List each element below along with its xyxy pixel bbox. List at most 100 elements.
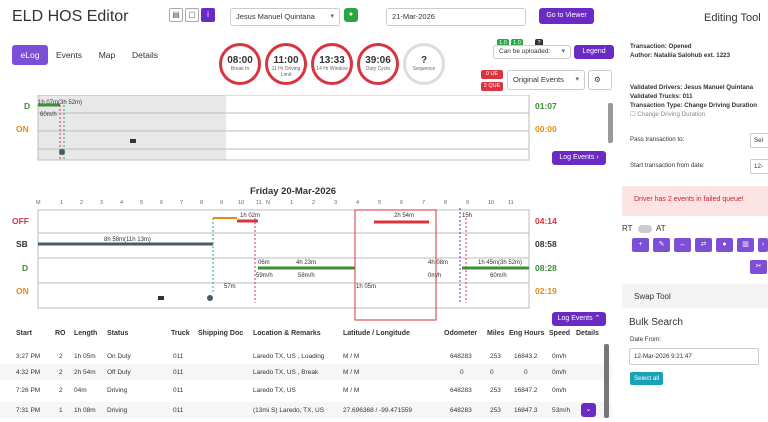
alert-box: Driver has 2 events in failed queue! (622, 186, 768, 216)
select-all-button[interactable]: Select all (630, 372, 664, 385)
seg-13: 0m/h (428, 273, 442, 279)
app-title: ELD HOS Editor (12, 8, 129, 25)
legend-button[interactable]: Legend (574, 45, 614, 59)
tick-5: 5 (140, 200, 144, 206)
validated-trucks: Validated Trucks: 011 (630, 93, 693, 100)
seg-12: 58m/h (298, 273, 315, 279)
resize-icon[interactable]: ↔ (674, 238, 691, 252)
main-scrollbar[interactable] (608, 103, 613, 143)
page-icon[interactable]: ▢ (185, 8, 199, 22)
gauge-window: 13:33 14 Hr Window (311, 43, 353, 85)
que-badge: 2 QUE (481, 82, 503, 91)
swap-icon[interactable]: ⇄ (695, 238, 712, 252)
rt-label: RT (622, 224, 633, 233)
day-log-chart (37, 208, 530, 321)
sb-total: 08:58 (535, 239, 557, 249)
edit-icon[interactable]: ✎ (653, 238, 670, 252)
on-total: 02:19 (535, 286, 557, 296)
tick-13: 1 (290, 200, 294, 206)
top-log-events-button[interactable]: Log Events › (552, 151, 606, 165)
seg-6: 57m (224, 284, 236, 290)
row-expand-button[interactable]: ⌄ (581, 403, 596, 417)
top-log-chart (37, 95, 530, 161)
tick-23: 11 (508, 200, 514, 206)
tab-details[interactable]: Details (132, 50, 158, 60)
info-icon[interactable]: i (201, 8, 215, 22)
seg-11: 59m/h (256, 273, 273, 279)
at-label: AT (656, 224, 666, 233)
start-date[interactable]: 12- (750, 159, 768, 174)
add-icon[interactable]: + (632, 238, 649, 252)
top-speed: 60m/h (40, 112, 57, 118)
tick-14: 2 (312, 200, 316, 206)
seg-3: 2h 54m (394, 213, 415, 219)
day-log-events-button[interactable]: Log Events ⌃ (552, 312, 606, 326)
seg-1: 8h 58m(11h 13m) (104, 237, 151, 243)
tick-8: 8 (200, 200, 204, 206)
pass-label: Pass transaction to: (630, 136, 685, 143)
tick-3: 3 (100, 200, 104, 206)
date-from-label: Date From: (630, 336, 661, 343)
editing-tool-title: Editing Tool (704, 12, 761, 24)
author: Author: Nataliia Salohub ext. 1223 (630, 52, 731, 59)
tick-22: 10 (488, 200, 495, 206)
top-d-label: D (24, 101, 31, 111)
scissors-icon[interactable]: ✂ (750, 260, 767, 274)
sb-label: SB (16, 239, 28, 249)
seg-4: 4h 23m (296, 260, 317, 266)
ue-badge: 0 UE (481, 70, 503, 79)
tick-1: 1 (60, 200, 64, 206)
tick-18: 6 (400, 200, 404, 206)
pass-select[interactable]: Sel (750, 133, 768, 148)
top-on-label: ON (16, 124, 29, 134)
user-icon[interactable]: ● (716, 238, 733, 252)
tick-15: 3 (334, 200, 338, 206)
upload-select[interactable]: Can be uploaded: ▾ (493, 45, 571, 59)
driver-select[interactable]: Jesus Manuel Quintana ▾ (230, 8, 340, 26)
status-chip-1: 1.0 (497, 39, 509, 47)
tick-6: 6 (160, 200, 164, 206)
tick-21: 9 (466, 200, 470, 206)
validated-drivers: Validated Drivers: Jesus Manuel Quintana (630, 84, 754, 91)
swap-tool-section[interactable]: Swap Tool (622, 284, 768, 308)
tab-events[interactable]: Events (56, 50, 82, 60)
more-icon[interactable]: › (758, 238, 768, 252)
document-icon[interactable]: ▤ (169, 8, 183, 22)
seg-8: 15h (462, 213, 473, 219)
status-chip-2: 1.0 (511, 39, 523, 47)
transaction: Transaction: Opened (630, 43, 692, 50)
tick-17: 5 (378, 200, 382, 206)
table-row[interactable]: 4:32 PM 2 2h 54m Off Duty 011 Laredo TX, US ,… (0, 364, 612, 380)
date-from-input[interactable]: 12-Mar-2026 9:21:47 (629, 348, 759, 365)
table-scrollbar[interactable] (604, 344, 609, 418)
settings-dropdown[interactable]: ⚙ (588, 70, 612, 90)
gauge-driving: 11:00 11 Hr Driving Limit (265, 43, 307, 85)
seg-7: 4h 08m (428, 260, 449, 266)
driver-user-icon[interactable]: ● (344, 8, 358, 22)
seg-5: 1h 05m (356, 284, 377, 290)
table-row[interactable]: 7:31 PM 1 1h 08m Driving 011 (13mi S) Laredo,… (0, 402, 612, 418)
editing-tool-panel: Editing Tool Transaction: Opened Author:… (622, 12, 768, 422)
day-title: Friday 20-Mar-2026 (250, 186, 337, 197)
tick-2: 2 (80, 200, 84, 206)
rt-toggle[interactable] (638, 225, 652, 233)
trash-icon[interactable]: ▥ (737, 238, 754, 252)
tab-elog[interactable]: eLog (12, 45, 48, 65)
help-icon[interactable]: ? (535, 39, 543, 47)
tab-map[interactable]: Map (98, 50, 116, 60)
date-input[interactable]: 21-Mar-2026 (386, 8, 526, 26)
change-driving-checkbox[interactable]: ☐ Change Driving Duration (630, 111, 706, 118)
seg-9: 1h 45m(3h 52m) (478, 260, 523, 266)
table-row[interactable]: 3:27 PM 2 1h 05m On Duty 011 Laredo TX, US , … (16, 353, 567, 360)
original-events-select[interactable]: Original Events ▾ (507, 70, 585, 90)
seg-2: 1h 02m (240, 213, 261, 219)
d-total: 08:28 (535, 263, 557, 273)
gauge-sequence: ? Sequence (403, 43, 445, 85)
gauge-break: 08:00 Break In (219, 43, 261, 85)
bulk-search-title: Bulk Search (629, 317, 683, 328)
go-to-viewer-button[interactable]: Go to Viewer (539, 8, 594, 24)
off-total: 04:14 (535, 216, 557, 226)
tick-7: 7 (180, 200, 184, 206)
